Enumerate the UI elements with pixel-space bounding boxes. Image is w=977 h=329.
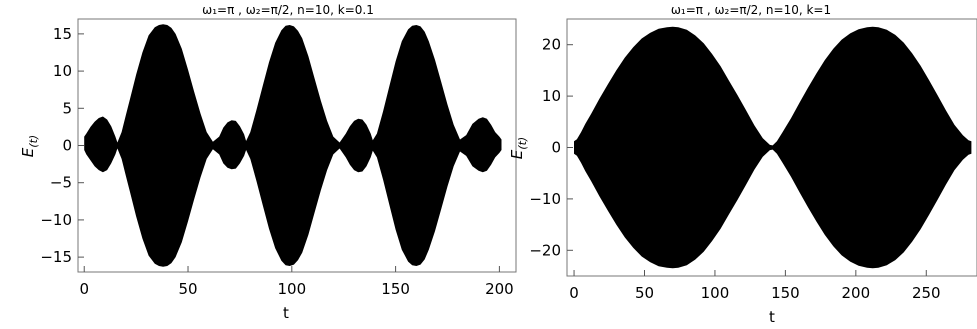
y-tick-label: −5 — [50, 174, 72, 192]
x-axis-label: t — [283, 304, 289, 322]
x-tick-label: 200 — [842, 284, 871, 302]
x-tick-label: 200 — [485, 280, 514, 298]
y-axis-label-main: E — [19, 147, 37, 157]
y-axis-label-main: E — [508, 149, 526, 159]
y-axis-label-sub: (t) — [27, 135, 40, 148]
x-tick-label: 150 — [381, 280, 410, 298]
y-axis-label: E(t) — [508, 137, 529, 159]
y-tick-label: −10 — [40, 211, 72, 229]
data-area — [84, 24, 502, 267]
y-tick-label: 10 — [53, 62, 72, 80]
y-tick-label: 0 — [62, 137, 72, 155]
y-axis-label-sub: (t) — [516, 137, 529, 150]
y-tick-label: 15 — [53, 25, 72, 43]
y-tick-label: −15 — [40, 248, 72, 266]
x-axis-ticks: 0 50 100 150 200 250 — [569, 270, 941, 302]
x-tick-label: 250 — [912, 284, 941, 302]
y-tick-label: 0 — [551, 139, 561, 157]
x-tick-label: 150 — [771, 284, 800, 302]
chart-title: ω₁=π , ω₂=π/2, n=10, k=0.1 — [202, 3, 374, 17]
x-axis-ticks: 0 50 100 150 200 — [79, 266, 514, 298]
y-tick-label: −20 — [529, 241, 561, 259]
chart-title: ω₁=π , ω₂=π/2, n=10, k=1 — [671, 3, 831, 17]
chart-right: ω₁=π , ω₂=π/2, n=10, k=1 −20 −10 0 10 20 0 50… — [508, 3, 977, 326]
y-axis-ticks: −20 −10 0 10 20 — [529, 36, 573, 259]
y-tick-label: −10 — [529, 190, 561, 208]
y-axis-ticks: −15 −10 −5 0 5 10 15 — [40, 25, 84, 266]
x-tick-label: 100 — [277, 280, 306, 298]
data-area — [574, 26, 972, 269]
y-tick-label: 20 — [542, 36, 561, 54]
x-axis-label: t — [769, 308, 775, 326]
x-tick-label: 0 — [79, 280, 89, 298]
y-tick-label: 10 — [542, 87, 561, 105]
y-tick-label: 5 — [62, 99, 72, 117]
x-tick-label: 100 — [701, 284, 730, 302]
x-tick-label: 50 — [635, 284, 654, 302]
x-tick-label: 50 — [178, 280, 197, 298]
x-tick-label: 0 — [569, 284, 579, 302]
y-axis-label: E(t) — [19, 135, 40, 157]
chart-left: ω₁=π , ω₂=π/2, n=10, k=0.1 −15 −10 −5 0 5 10 1… — [19, 3, 517, 322]
